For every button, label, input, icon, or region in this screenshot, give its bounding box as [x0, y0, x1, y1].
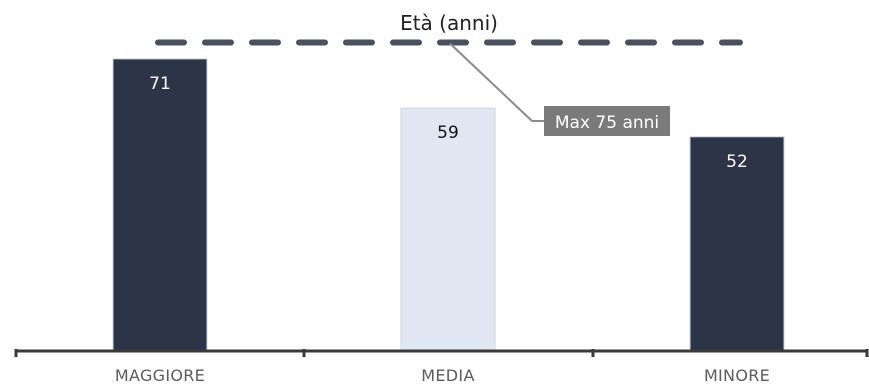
category-label-maggiore: MAGGIORE	[115, 366, 205, 384]
chart-title: Età (anni)	[400, 11, 498, 35]
bar-media	[400, 107, 496, 351]
data-label-media: 59	[437, 123, 459, 143]
data-label-maggiore: 71	[149, 74, 171, 94]
category-label-minore: MINORE	[704, 366, 770, 384]
annotation-box	[544, 106, 670, 136]
data-label-minore: 52	[726, 152, 748, 172]
annotation-leader-line	[449, 42, 545, 122]
bars-group: 71 59 52	[112, 58, 785, 351]
bar-minore	[689, 136, 785, 351]
x-axis-ticks: MAGGIORE MEDIA MINORE	[14, 349, 869, 384]
annotation-label: Max 75 anni	[555, 113, 659, 133]
reference-line-group: Max 75 anni	[155, 39, 743, 136]
category-label-media: MEDIA	[421, 366, 474, 384]
bar-maggiore	[112, 58, 208, 351]
